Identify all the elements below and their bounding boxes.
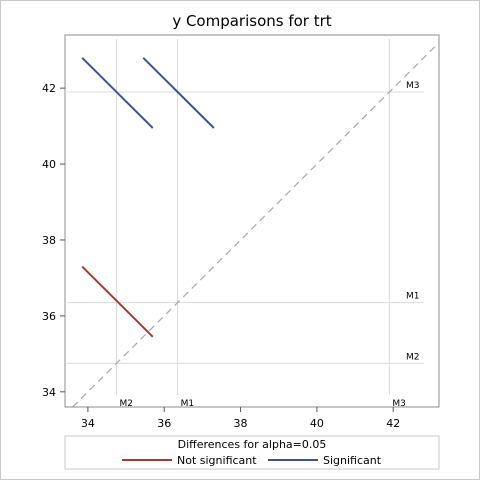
plot-frame (64, 34, 440, 408)
y-tick-label: 42 (42, 82, 56, 95)
chart-title: y Comparisons for trt (172, 12, 331, 30)
x-tick-label: 36 (157, 417, 171, 430)
group-reference-lines (67, 39, 424, 395)
y-tick-label: 40 (42, 158, 56, 171)
legend-items: Not significant Significant (122, 454, 382, 467)
y-tick-label: 36 (42, 310, 56, 323)
x-tick-label: 38 (234, 417, 248, 430)
segment-series0-0 (81, 265, 154, 338)
legend-label-1: Significant (323, 454, 382, 467)
x-tick-label: 40 (310, 417, 324, 430)
segment-series1-1 (142, 57, 215, 129)
legend-box (64, 435, 440, 470)
legend-label-0: Not significant (177, 454, 257, 467)
group-label-right-m2: M2 (406, 352, 420, 362)
legend-title: Differences for alpha=0.05 (178, 438, 327, 451)
comparison-segments (81, 57, 215, 338)
diagonal-reference-line (72, 42, 440, 408)
y-axis: 34 36 38 40 42 (42, 82, 65, 399)
legend: Differences for alpha=0.05 Not significa… (64, 435, 440, 470)
group-label-bottom-m2: M2 (120, 399, 134, 409)
group-label-right-m1: M1 (406, 292, 420, 302)
group-labels: M1 M1 M2 M2 M3 M3 (120, 81, 420, 409)
x-tick-label: 42 (386, 417, 400, 430)
group-label-bottom-m3: M3 (392, 399, 406, 409)
group-label-right-m3: M3 (406, 81, 420, 91)
y-tick-label: 38 (42, 234, 56, 247)
group-label-bottom-m1: M1 (181, 399, 195, 409)
x-tick-label: 34 (81, 417, 95, 430)
segment-series1-0 (81, 57, 154, 129)
y-tick-label: 34 (42, 386, 56, 399)
diagonal-line-group (72, 42, 440, 408)
x-axis: 34 36 38 40 42 (81, 407, 400, 430)
